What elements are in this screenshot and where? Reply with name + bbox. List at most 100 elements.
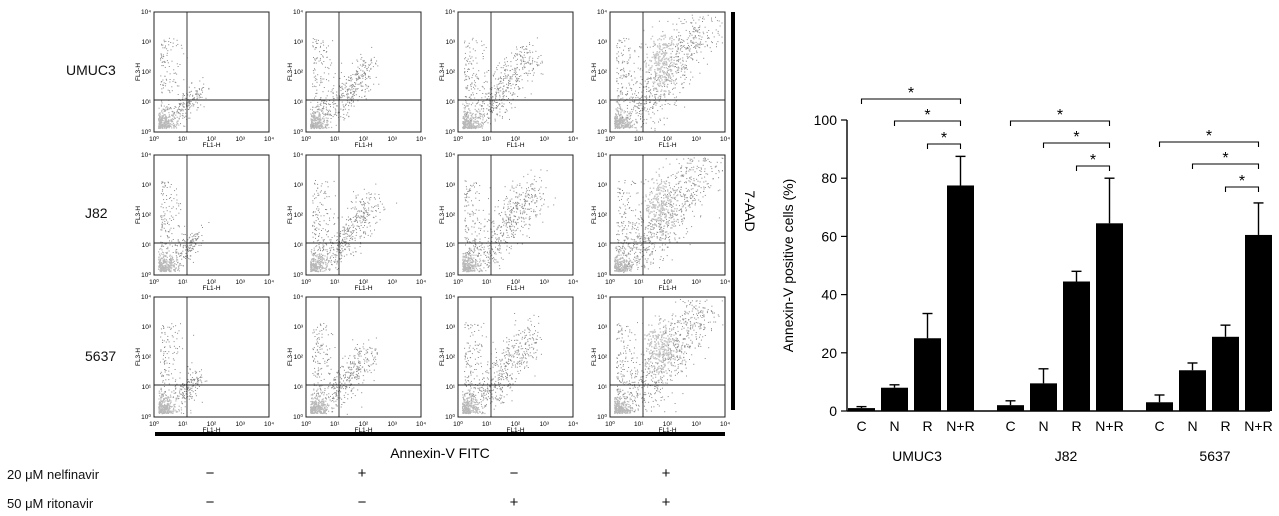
significance-star: *	[1090, 152, 1096, 169]
significance-bracket: *	[1009, 107, 1111, 126]
significance-star: *	[924, 107, 930, 124]
scatter-dots	[462, 313, 542, 415]
sign-ritonavir-4: +	[661, 494, 671, 511]
x-tick-label: 10²	[359, 279, 369, 286]
x-tick-label: 10⁰	[149, 135, 159, 143]
plot-frame	[153, 154, 270, 276]
significance-star: *	[908, 85, 914, 102]
plot-frame	[153, 296, 270, 418]
x-tick-label: 10⁴	[416, 279, 426, 286]
scatter-dots	[614, 14, 723, 131]
y-tick-label: 0	[829, 403, 837, 419]
bracket-line	[1042, 142, 1111, 148]
y-tick-label: 10⁰	[597, 413, 607, 421]
plot-frame	[457, 154, 574, 276]
bar-umuc3-r	[914, 338, 941, 411]
plot-y-label: FL3-H	[591, 63, 598, 81]
bracket-line	[1224, 186, 1260, 192]
scatter-dots	[310, 38, 380, 130]
bar-5637-r	[1212, 336, 1239, 411]
significance-bracket: *	[1075, 152, 1111, 171]
plot-frame	[305, 296, 422, 418]
y-tick-label: 10²	[294, 212, 304, 219]
plot-frame	[457, 296, 574, 418]
x-tick-label: 10³	[388, 136, 398, 143]
sign-ritonavir-3: +	[509, 494, 519, 511]
plot-x-label: FL1-H	[506, 285, 524, 292]
y-tick-label: 10³	[294, 39, 304, 46]
plot-x-label: FL1-H	[354, 142, 372, 149]
plot-y-label: FL3-H	[439, 63, 446, 81]
plot-frame	[305, 11, 422, 133]
annexin-axis-bar	[155, 432, 725, 436]
y-tick-label: 10⁴	[445, 9, 455, 16]
group-label-umuc3: UMUC3	[892, 448, 942, 464]
x-tick-label: 10⁴	[720, 279, 730, 286]
bar-umuc3-n	[881, 387, 908, 411]
plot-x-label: FL1-H	[658, 285, 676, 292]
significance-bracket: *	[1042, 129, 1111, 148]
y-tick-label: 10³	[446, 39, 456, 46]
x-tick-label: 10⁰	[453, 420, 463, 428]
y-tick-label: 10¹	[142, 242, 152, 249]
y-tick-label: 10³	[446, 324, 456, 331]
y-tick-label: 10³	[142, 324, 152, 331]
plot-x-label: FL1-H	[506, 427, 524, 434]
treatment-label-nelfinavir: 20 μM nelfinavir	[7, 467, 100, 482]
plot-y-label: FL3-H	[287, 348, 294, 366]
y-tick-label: 10²	[294, 354, 304, 361]
plot-y-label: FL3-H	[591, 206, 598, 224]
x-tick-label: 10³	[540, 421, 550, 428]
plot-x-label: FL1-H	[202, 142, 220, 149]
significance-star: *	[1057, 107, 1063, 124]
x-tick-label: 10¹	[330, 421, 340, 428]
y-tick-label: 10⁰	[293, 271, 303, 279]
x-tick-label: 10⁰	[605, 420, 615, 428]
y-tick-label: 10⁴	[141, 9, 151, 16]
x-tick-label: 10³	[236, 421, 246, 428]
y-tick-label: 10⁴	[597, 152, 607, 159]
plot-frame	[457, 11, 574, 133]
x-tick-label: 10¹	[634, 279, 644, 286]
x-tick-label: 10¹	[482, 421, 492, 428]
plot-y-label: FL3-H	[287, 63, 294, 81]
bar-umuc3-c	[848, 408, 875, 411]
plot-y-label: FL3-H	[135, 206, 142, 224]
x-tick-label: 10⁴	[416, 136, 426, 143]
x-tick-label: 10⁰	[605, 135, 615, 143]
bar-j82-r	[1063, 281, 1090, 411]
treatment-label-ritonavir: 50 μM ritonavir	[7, 496, 94, 511]
y-tick-label: 10³	[294, 324, 304, 331]
x-tick-label: 10²	[663, 279, 673, 286]
plot-frame	[609, 296, 726, 418]
bar-j82-n	[1030, 383, 1057, 411]
row-label-j82: J82	[85, 205, 108, 221]
category-label: N	[1187, 418, 1197, 434]
plot-x-label: FL1-H	[658, 427, 676, 434]
y-tick-label: 10¹	[598, 99, 608, 106]
y-tick-label: 10²	[294, 69, 304, 76]
y-tick-label: 10⁰	[445, 128, 455, 136]
plot-frame	[305, 154, 422, 276]
x-tick-label: 10⁴	[720, 136, 730, 143]
x-tick-label: 10⁴	[264, 136, 274, 143]
scatter-dots	[158, 323, 208, 415]
scatter-dots	[614, 157, 724, 274]
x-tick-label: 10⁴	[568, 136, 578, 143]
x-tick-label: 10²	[359, 136, 369, 143]
y-tick-label: 10⁰	[293, 128, 303, 136]
bracket-line	[1158, 141, 1260, 147]
scatter-dots	[462, 37, 544, 130]
y-tick-label: 10³	[294, 182, 304, 189]
x-tick-label: 10¹	[482, 279, 492, 286]
x-tick-label: 10²	[511, 279, 521, 286]
y-tick-label: 20	[821, 345, 837, 361]
x-tick-label: 10⁰	[453, 278, 463, 286]
y-tick-label: 10¹	[598, 242, 608, 249]
significance-star: *	[1239, 173, 1245, 190]
y-tick-label: 10²	[446, 212, 456, 219]
